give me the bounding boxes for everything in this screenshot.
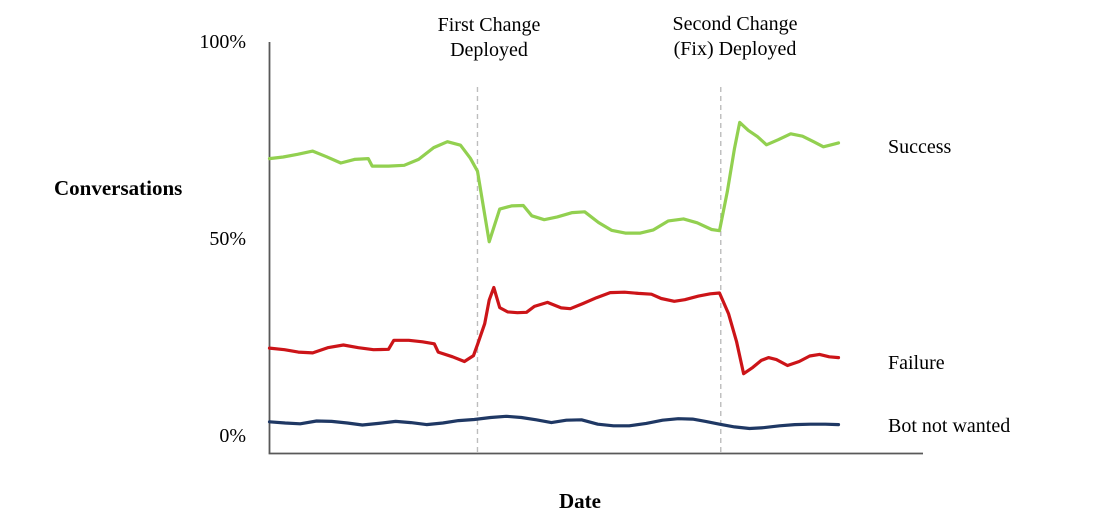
series-line-success [267, 120, 841, 244]
y-tick-label-100: 100% [199, 31, 246, 53]
series-line-bot-not-wanted [267, 414, 841, 431]
annotation-second-change: Second Change (Fix) Deployed [615, 12, 855, 62]
x-axis-title: Date [559, 489, 601, 513]
series-label-bot-not-wanted: Bot not wanted [888, 415, 1011, 437]
series-label-success: Success [888, 136, 952, 158]
series-line-failure [267, 285, 841, 376]
annotation-first-change: First Change Deployed [369, 13, 609, 63]
y-tick-label-50: 50% [209, 228, 246, 250]
annotation-second-change-line2: (Fix) Deployed [673, 38, 797, 60]
annotation-second-change-line1: Second Change [672, 13, 798, 35]
annotation-first-change-line2: Deployed [450, 39, 528, 61]
y-axis-title: Conversations [54, 176, 183, 200]
series-label-failure: Failure [888, 352, 945, 374]
annotation-first-change-line1: First Change [437, 14, 541, 36]
y-tick-label-0: 0% [219, 425, 246, 447]
